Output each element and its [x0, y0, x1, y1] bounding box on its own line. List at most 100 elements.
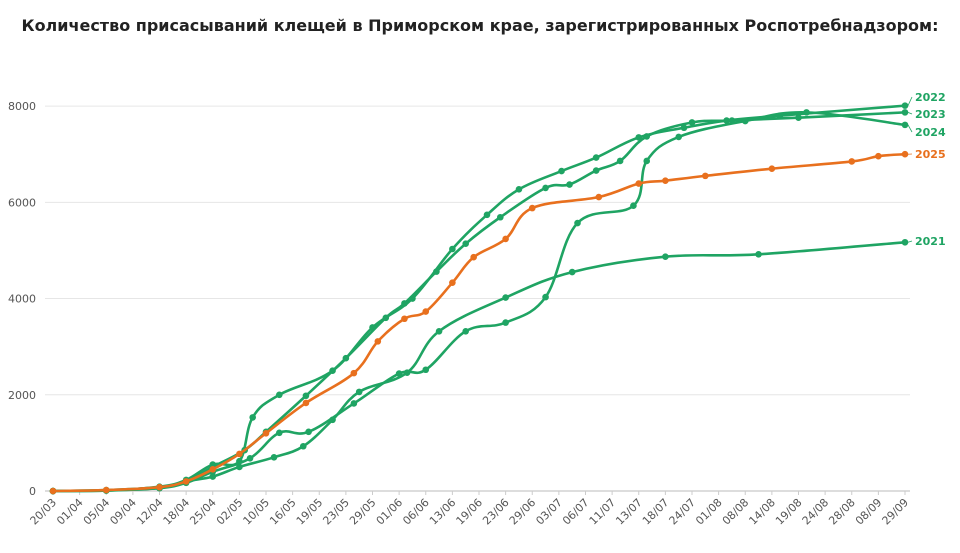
data-point-2025	[49, 487, 57, 495]
data-point-2023	[901, 109, 909, 116]
data-point-2023	[616, 157, 624, 165]
data-point-2022	[680, 124, 688, 132]
data-point-2025	[528, 204, 536, 212]
data-point-2025	[768, 165, 776, 172]
x-tick-label: 08/08	[720, 496, 752, 528]
data-point-2025	[350, 369, 358, 377]
x-tick-label: 29/05	[347, 496, 379, 528]
data-point-2021	[209, 473, 217, 480]
y-tick-label: 0	[29, 485, 36, 498]
data-point-2024	[741, 117, 749, 125]
data-point-2023	[542, 184, 549, 192]
y-tick-label: 4000	[8, 293, 36, 306]
data-point-2021	[236, 463, 243, 471]
data-point-2022	[592, 154, 600, 161]
x-tick-label: 01/04	[54, 496, 86, 528]
data-point-2022	[249, 414, 256, 421]
data-point-2023	[643, 133, 651, 140]
series-line-2025	[51, 152, 907, 493]
data-point-2024	[542, 293, 549, 301]
x-tick-label: 24/08	[800, 496, 832, 528]
x-tick-label: 08/09	[853, 496, 885, 528]
series-line-2021	[51, 240, 907, 493]
data-point-2021	[270, 454, 278, 461]
data-point-2024	[502, 319, 509, 326]
data-point-2024	[462, 327, 469, 335]
data-point-2023	[462, 240, 469, 248]
series-line-2023	[51, 111, 907, 493]
data-point-2021	[662, 253, 669, 260]
x-tick-label: 05/04	[81, 496, 113, 528]
x-tick-label: 19/06	[454, 496, 486, 528]
series-label-2024: 2024	[915, 126, 946, 139]
x-tick-label: 12/04	[134, 496, 166, 528]
series-label-2025: 2025	[915, 148, 946, 161]
x-tick-label: 29/09	[880, 496, 912, 528]
data-point-2023	[497, 213, 504, 221]
data-point-2024	[901, 121, 909, 129]
data-point-2023	[592, 167, 600, 174]
data-point-2021	[299, 442, 307, 450]
data-point-2025	[875, 152, 882, 160]
data-point-2024	[803, 109, 810, 116]
y-tick-label: 6000	[8, 196, 36, 209]
x-tick-label: 18/07	[640, 496, 672, 528]
data-point-2024	[574, 219, 581, 227]
x-tick-label: 06/07	[560, 496, 592, 528]
data-point-2025	[595, 193, 603, 201]
y-tick-label: 2000	[8, 389, 36, 402]
x-tick-label: 02/05	[214, 496, 246, 528]
data-point-2021	[568, 268, 576, 276]
x-tick-label: 20/03	[28, 496, 60, 528]
data-point-2025	[374, 338, 382, 345]
x-tick-label: 25/04	[187, 496, 219, 528]
data-point-2022	[449, 245, 456, 253]
x-tick-label: 14/08	[746, 496, 778, 528]
data-point-2021	[901, 238, 909, 246]
data-point-2021	[403, 369, 411, 376]
data-point-2022	[901, 102, 909, 109]
data-point-2022	[558, 167, 565, 175]
x-tick-label: 13/07	[613, 496, 645, 528]
x-tick-label: 03/07	[533, 496, 565, 528]
data-point-2023	[382, 314, 390, 322]
x-tick-label: 29/06	[507, 496, 539, 528]
data-point-2022	[635, 134, 643, 141]
data-point-2025	[662, 177, 669, 184]
data-point-2025	[182, 478, 190, 485]
x-tick-label: 06/06	[400, 496, 432, 528]
data-point-2025	[848, 158, 856, 165]
x-tick-label: 18/04	[161, 496, 193, 528]
x-tick-label: 01/08	[693, 496, 725, 528]
data-point-2025	[262, 429, 270, 437]
x-tick-label: 19/08	[773, 496, 805, 528]
data-point-2022	[515, 186, 523, 193]
data-point-2025	[635, 180, 643, 187]
x-tick-label: 01/06	[374, 496, 406, 528]
x-tick-label: 23/05	[320, 496, 352, 528]
label-leader-2022	[907, 96, 913, 106]
data-point-2025	[209, 466, 217, 473]
data-point-2021	[755, 250, 762, 258]
data-point-2021	[502, 294, 509, 301]
data-point-2024	[630, 202, 637, 210]
data-point-2023	[433, 268, 440, 275]
data-point-2025	[102, 486, 110, 494]
label-leader-2024	[907, 124, 913, 133]
x-tick-label: 28/08	[826, 496, 858, 528]
data-point-2021	[329, 416, 336, 424]
x-tick-label: 23/06	[480, 496, 512, 528]
label-leader-2023	[907, 111, 913, 115]
data-point-2025	[502, 235, 509, 243]
data-point-2023	[342, 354, 350, 362]
data-point-2024	[305, 428, 312, 436]
data-point-2024	[246, 454, 254, 462]
data-point-2025	[401, 315, 408, 323]
data-point-2025	[236, 450, 243, 458]
series-label-2023: 2023	[915, 108, 946, 121]
chart-title: Количество присасываний клещей в Приморс…	[21, 16, 939, 35]
data-point-2025	[422, 308, 430, 315]
data-point-2025	[302, 399, 310, 407]
